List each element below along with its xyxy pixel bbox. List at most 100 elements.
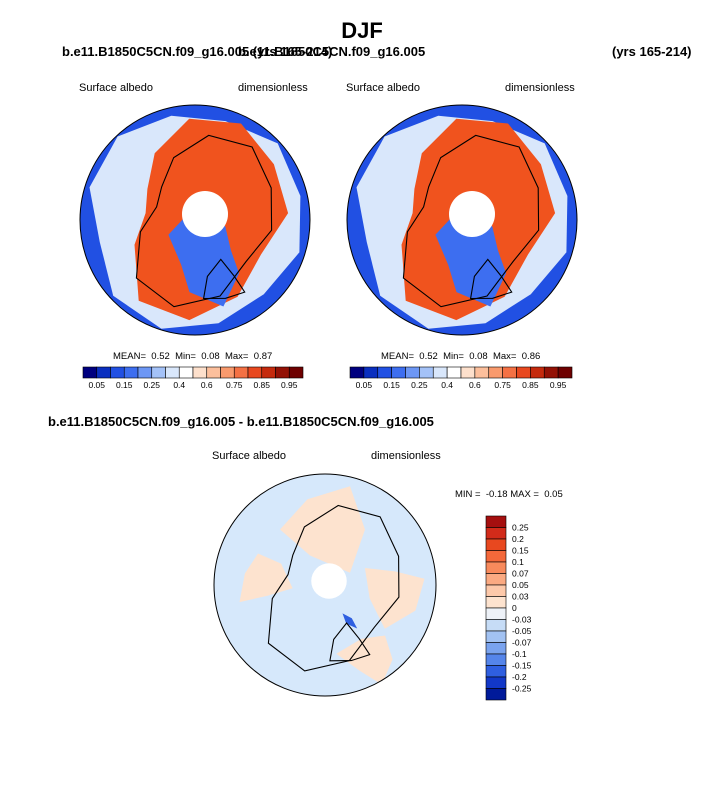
colorbar-difference: 0.250.2 0.150.1 0.070.05 0.030 -0.03-0.05 -0.… (485, 515, 532, 701)
colorbar-tick-label: 0.25 (143, 380, 160, 390)
colorbar-box (110, 366, 125, 379)
colorbar-box (485, 688, 507, 701)
colorbar-box (543, 366, 559, 379)
colorbar-box (82, 366, 98, 379)
colorbar-box (488, 366, 503, 379)
colorbar-box (485, 630, 507, 643)
colorbar-tick-label: 0.75 (226, 380, 243, 390)
map-border (346, 104, 578, 336)
panel1-stats: MEAN= 0.52 Min= 0.08 Max= 0.87 (113, 351, 273, 362)
colorbar-tick-label: 0.15 (383, 380, 400, 390)
colorbar-box (485, 607, 507, 620)
season-title: DJF (341, 18, 383, 43)
pole-hole (311, 563, 347, 599)
colorbar-box (485, 550, 507, 563)
colorbar-tick-label: 0.1 (512, 557, 524, 567)
coastline (402, 134, 540, 308)
colorbar-box (502, 366, 517, 379)
colorbar-tick-label: 0 (512, 603, 517, 613)
colorbar-tick-label: 0.25 (411, 380, 428, 390)
colorbar-box (165, 366, 180, 379)
colorbar-box (261, 366, 276, 379)
colorbar-tick-label: 0.05 (356, 380, 373, 390)
colorbar-tick-label: 0.6 (201, 380, 213, 390)
diff-case-title: b.e11.B1850C5CN.f09_g16.005 - b.e11.B185… (48, 414, 434, 429)
colorbar-box (485, 573, 507, 586)
colorbar-box (485, 665, 507, 678)
panel1-left-label: Surface albedo (79, 82, 153, 94)
colorbar-box (460, 366, 476, 379)
colorbar-case1: 0.05 0.15 0.25 0.4 0.6 0.75 0.85 0.95 (82, 366, 304, 390)
colorbar-box (557, 366, 573, 379)
north-atlantic-low-albedo (435, 207, 507, 307)
panel3-right-label: dimensionless (371, 450, 441, 462)
colorbar-tick-label: 0.95 (550, 380, 567, 390)
colorbar-tick-label: 0.4 (441, 380, 453, 390)
colorbar-case2: 0.05 0.15 0.25 0.4 0.6 0.75 0.85 0.95 (349, 366, 573, 390)
colorbar-tick-label: -0.1 (512, 649, 527, 659)
colorbar-tick-label: 0.05 (512, 580, 529, 590)
colorbar-box (123, 366, 139, 379)
colorbar-tick-label: 0.4 (173, 380, 185, 390)
colorbar-tick-label: 0.85 (522, 380, 539, 390)
coastline (135, 134, 273, 308)
colorbar-tick-label: -0.15 (512, 661, 532, 671)
colorbar-box (206, 366, 221, 379)
albedo-map-case1 (79, 104, 311, 336)
panel3-left-label: Surface albedo (212, 450, 286, 462)
north-atlantic-low-albedo (168, 207, 240, 307)
colorbar-box (485, 538, 507, 551)
colorbar-tick-label: 0.25 (512, 523, 529, 533)
colorbar-tick-label: 0.85 (253, 380, 270, 390)
colorbar-box (485, 515, 507, 528)
colorbar-box (275, 366, 290, 379)
colorbar-tick-label: 0.15 (512, 546, 529, 556)
colorbar-box (377, 366, 392, 379)
colorbar-tick-label: 0.07 (512, 569, 529, 579)
coastline-scandinavia (202, 258, 246, 300)
negative-diff-patch (342, 613, 358, 629)
colorbar-box (485, 584, 507, 597)
colorbar-box (516, 366, 531, 379)
colorbar-box (432, 366, 448, 379)
colorbar-box (247, 366, 263, 379)
colorbar-tick-label: -0.05 (512, 626, 532, 636)
map-border (79, 104, 311, 336)
colorbar-box (446, 366, 462, 379)
colorbar-tick-label: 0.2 (512, 534, 524, 544)
albedo-map-case2 (346, 104, 578, 336)
colorbar-tick-label: 0.03 (512, 592, 529, 602)
colorbar-box (485, 653, 507, 666)
panel1-right-label: dimensionless (238, 82, 308, 94)
pole-hole (182, 191, 228, 237)
colorbar-box (485, 619, 507, 632)
colorbar-box (363, 366, 379, 379)
top-right-case-title: b.e11.B1850C5CN.f09_g16.005 (238, 44, 426, 59)
colorbar-box (530, 366, 545, 379)
pole-hole (449, 191, 495, 237)
panel2-left-label: Surface albedo (346, 82, 420, 94)
colorbar-tick-label: 0.15 (116, 380, 133, 390)
positive-diff-patch (364, 568, 425, 629)
top-right-case-years: (yrs 165-214) (612, 44, 692, 59)
colorbar-box (192, 366, 208, 379)
colorbar-box (178, 366, 194, 379)
colorbar-box (151, 366, 166, 379)
colorbar-tick-label: -0.2 (512, 672, 527, 682)
colorbar-box (485, 596, 507, 609)
colorbar-box (485, 561, 507, 574)
colorbar-box (96, 366, 111, 379)
colorbar-box (419, 366, 434, 379)
positive-diff-patch (336, 635, 393, 685)
map-border (213, 473, 437, 697)
colorbar-tick-label: -0.07 (512, 638, 532, 648)
panel2-stats: MEAN= 0.52 Min= 0.08 Max= 0.86 (381, 351, 541, 362)
colorbar-tick-label: 0.05 (88, 380, 105, 390)
coastline-scandinavia (329, 622, 371, 662)
positive-diff-patch (280, 486, 365, 573)
colorbar-box (391, 366, 406, 379)
colorbar-box (137, 366, 153, 379)
colorbar-box (405, 366, 420, 379)
coastline-scandinavia (469, 258, 513, 300)
